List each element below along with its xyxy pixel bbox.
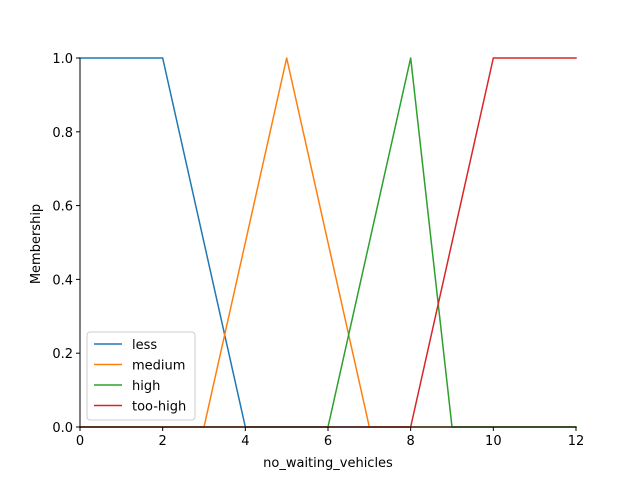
legend-box: [86, 331, 196, 421]
x-axis-label: no_waiting_vehicles: [263, 456, 393, 471]
y-tick-label: 0.4: [52, 273, 73, 288]
y-tick-label: 0.0: [52, 421, 73, 436]
x-tick-label: 8: [407, 434, 415, 449]
legend: less medium high too-high: [86, 331, 196, 421]
y-tick-label: 0.6: [52, 200, 73, 215]
y-tick-label: 0.8: [52, 126, 73, 141]
ticks-layer: 0 2 4 6 8 10 12 0.0 0.2 0.4 0.6 0.8 1.0: [52, 52, 584, 449]
y-tick-label: 0.2: [52, 347, 73, 362]
x-tick-label: 0: [76, 434, 84, 449]
x-tick-label: 12: [568, 434, 585, 449]
legend-label-high: high: [132, 379, 160, 394]
legend-label-medium: medium: [132, 359, 185, 374]
legend-label-less: less: [132, 338, 157, 353]
x-tick-label: 2: [159, 434, 167, 449]
legend-label-too-high: too-high: [132, 400, 186, 415]
x-tick-label: 4: [241, 434, 249, 449]
x-tick-label: 6: [324, 434, 332, 449]
y-axis-label: Membership: [29, 204, 44, 284]
x-tick-label: 10: [485, 434, 502, 449]
y-tick-label: 1.0: [52, 52, 73, 67]
